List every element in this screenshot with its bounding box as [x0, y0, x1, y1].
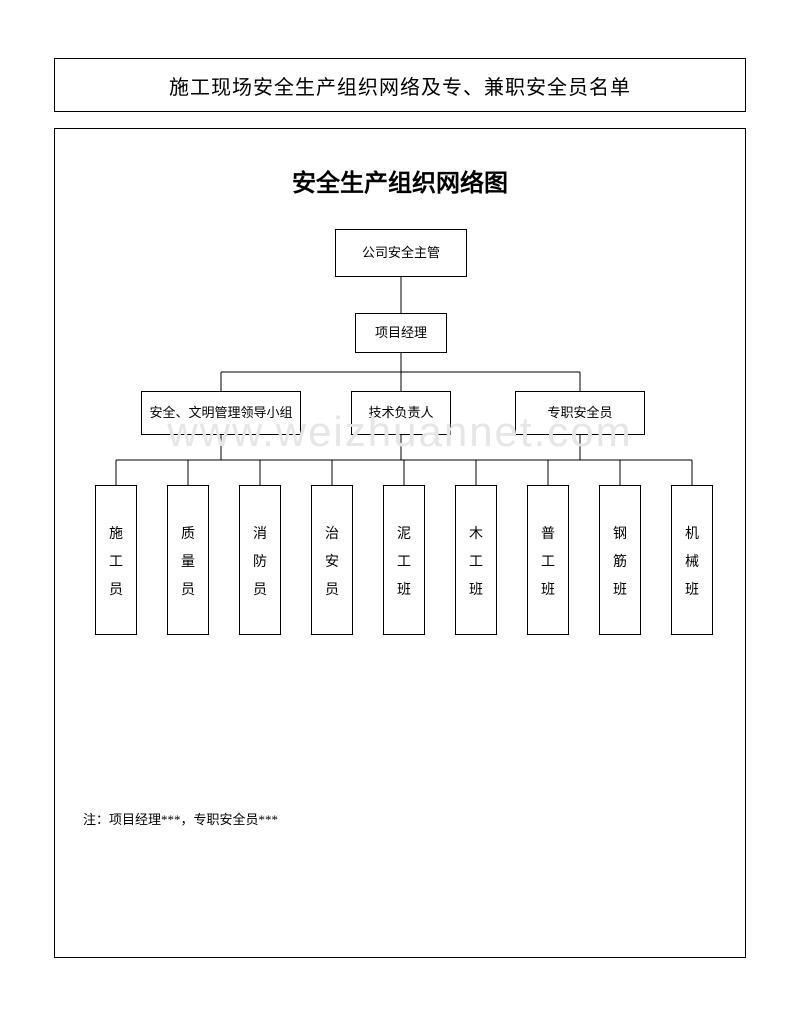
node-char: 钢 — [613, 521, 627, 549]
node-char: 械 — [685, 549, 699, 577]
node-company-safety-head: 公司安全主管 — [335, 229, 467, 277]
node-char: 施 — [109, 521, 123, 549]
node-char: 班 — [397, 577, 411, 605]
node-security-worker: 治安员 — [311, 485, 353, 635]
node-char: 消 — [253, 521, 267, 549]
node-safety-leadership-group: 安全、文明管理领导小组 — [141, 391, 301, 435]
node-label: 公司安全主管 — [362, 245, 440, 262]
node-char: 泥 — [397, 521, 411, 549]
node-char: 筋 — [613, 549, 627, 577]
node-char: 普 — [541, 521, 555, 549]
node-label: 专职安全员 — [547, 405, 612, 422]
node-char: 工 — [109, 549, 123, 577]
node-label: 安全、文明管理领导小组 — [149, 405, 292, 422]
node-project-manager: 项目经理 — [355, 313, 447, 353]
node-char: 班 — [685, 577, 699, 605]
node-char: 班 — [613, 577, 627, 605]
node-mason-team: 泥工班 — [383, 485, 425, 635]
node-char: 工 — [469, 549, 483, 577]
node-technical-lead: 技术负责人 — [351, 391, 451, 435]
header-frame: 施工现场安全生产组织网络及专、兼职安全员名单 — [54, 58, 746, 112]
node-char: 工 — [541, 549, 555, 577]
node-char: 员 — [253, 577, 267, 605]
node-char: 安 — [325, 549, 339, 577]
node-char: 员 — [181, 577, 195, 605]
node-char: 工 — [397, 549, 411, 577]
node-char: 治 — [325, 521, 339, 549]
node-char: 机 — [685, 521, 699, 549]
node-char: 班 — [469, 577, 483, 605]
node-label: 技术负责人 — [368, 405, 433, 422]
node-char: 质 — [181, 521, 195, 549]
node-char: 量 — [181, 549, 195, 577]
node-label: 项目经理 — [375, 325, 427, 342]
node-machinery-team: 机械班 — [671, 485, 713, 635]
node-char: 员 — [325, 577, 339, 605]
node-carpenter-team: 木工班 — [455, 485, 497, 635]
node-char: 防 — [253, 549, 267, 577]
node-fire-worker: 消防员 — [239, 485, 281, 635]
node-quality-worker: 质量员 — [167, 485, 209, 635]
node-char: 班 — [541, 577, 555, 605]
node-rebar-team: 钢筋班 — [599, 485, 641, 635]
node-general-team: 普工班 — [527, 485, 569, 635]
node-construction-worker: 施工员 — [95, 485, 137, 635]
node-char: 员 — [109, 577, 123, 605]
header-title: 施工现场安全生产组织网络及专、兼职安全员名单 — [169, 71, 631, 100]
node-fulltime-safety-officer: 专职安全员 — [515, 391, 645, 435]
footnote: 注：项目经理***，专职安全员*** — [83, 809, 278, 828]
body-frame: 安全生产组织网络图 公司安全主管 项目经理 安全、文明管理领导小组 技术负责人 … — [54, 128, 746, 958]
chart-title: 安全生产组织网络图 — [55, 163, 745, 198]
node-char: 木 — [469, 521, 483, 549]
